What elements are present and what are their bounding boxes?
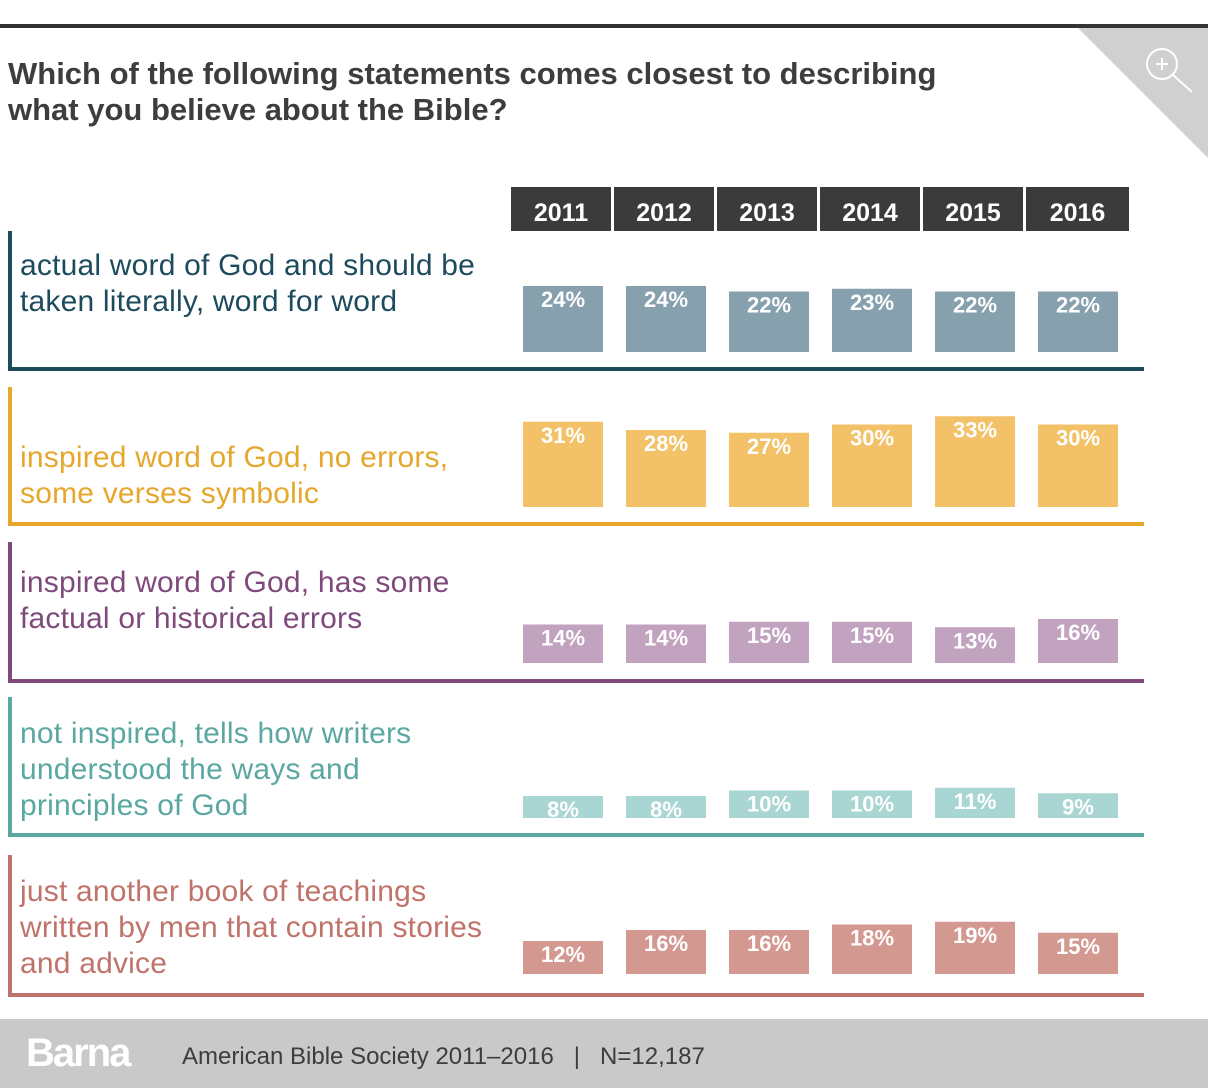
bar [729, 790, 809, 818]
top-rule [0, 24, 1208, 28]
bar-value-label: 24% [541, 287, 585, 312]
bar-value-label: 18% [850, 926, 894, 951]
bar-value-label: 8% [650, 797, 682, 822]
bar [1038, 932, 1118, 974]
bar [729, 291, 809, 352]
year-header-cell: 2015 [923, 187, 1023, 231]
bar [729, 432, 809, 507]
group-another-book: just another book of teachings written b… [8, 855, 1144, 997]
source-name: American Bible Society 2011–2016 [182, 1043, 554, 1070]
bar-value-label: 13% [953, 628, 997, 653]
group-bottom-rule [8, 679, 1144, 683]
bar-value-label: 19% [953, 923, 997, 948]
year-header-cell: 2012 [614, 187, 714, 231]
group-left-rule [8, 231, 12, 371]
bar-value-label: 10% [850, 792, 894, 817]
bar [832, 924, 912, 974]
group-left-rule [8, 855, 12, 997]
group-bottom-rule [8, 367, 1144, 371]
group-bottom-rule [8, 833, 1144, 837]
group-inspired-has-errors: inspired word of God, has some factual o… [8, 542, 1144, 683]
bar-value-label: 8% [547, 797, 579, 822]
year-header-cell: 2013 [717, 187, 817, 231]
bar [1038, 793, 1118, 818]
bar-value-label: 31% [541, 423, 585, 448]
source-text: American Bible Society 2011–2016 | N=12,18… [182, 1043, 705, 1071]
bar [935, 787, 1015, 818]
source-separator: | [573, 1043, 581, 1070]
year-header-cell: 2011 [511, 187, 611, 231]
bar [832, 288, 912, 352]
bar-value-label: 24% [644, 287, 688, 312]
bar-value-label: 22% [1056, 293, 1100, 318]
bar [523, 796, 603, 818]
footer: Barna American Bible Society 2011–2016 | N… [0, 1019, 1208, 1088]
bar [626, 286, 706, 352]
bar-value-label: 10% [747, 792, 791, 817]
group-label: not inspired, tells how writers understo… [20, 717, 412, 822]
bar [1038, 619, 1118, 663]
bar-value-label: 15% [850, 623, 894, 648]
group-bottom-rule [8, 522, 1144, 526]
bar-value-label: 9% [1062, 794, 1094, 819]
bar [935, 416, 1015, 507]
bar [523, 286, 603, 352]
bar [832, 424, 912, 507]
bar-value-label: 27% [747, 434, 791, 459]
bar-value-label: 30% [850, 426, 894, 451]
group-inspired-no-errors: inspired word of God, no errors, some ve… [8, 387, 1144, 526]
bar [523, 624, 603, 663]
chart-title: Which of the following statements comes … [8, 56, 937, 127]
bar [1038, 424, 1118, 507]
group-label: actual word of God and should be taken l… [20, 249, 476, 318]
group-label: inspired word of God, has some factual o… [20, 566, 450, 635]
bar [729, 621, 809, 663]
zoom-corner-triangle [1078, 28, 1208, 158]
zoom-in-icon[interactable] [1146, 48, 1193, 93]
year-header-cell: 2016 [1026, 187, 1129, 231]
bar [935, 921, 1015, 974]
bar [626, 930, 706, 974]
group-label: just another book of teachings written b… [20, 875, 483, 980]
zoom-corner[interactable] [1078, 28, 1208, 158]
bar-value-label: 22% [953, 293, 997, 318]
year-header: 2011 2012 2013 2014 2015 2016 [511, 187, 1129, 231]
year-header-cell: 2014 [820, 187, 920, 231]
group-left-rule [8, 387, 12, 526]
bar [626, 624, 706, 663]
group-left-rule [8, 542, 12, 683]
bar-value-label: 14% [541, 626, 585, 651]
bar [832, 790, 912, 818]
bar [935, 627, 1015, 663]
bar [832, 621, 912, 663]
bar [626, 796, 706, 818]
bar-value-label: 14% [644, 626, 688, 651]
group-bottom-rule [8, 993, 1144, 997]
bar [626, 430, 706, 507]
bar-value-label: 16% [747, 931, 791, 956]
bar-value-label: 11% [954, 789, 997, 814]
group-not-inspired: not inspired, tells how writers understo… [8, 697, 1144, 837]
bar-value-label: 23% [850, 290, 894, 315]
bar-value-label: 28% [644, 431, 688, 456]
bar-value-label: 33% [953, 417, 997, 442]
bar-value-label: 22% [747, 293, 791, 318]
bar [523, 421, 603, 507]
bar-value-label: 12% [541, 942, 585, 967]
bar [523, 941, 603, 974]
bar-value-label: 16% [1056, 620, 1100, 645]
bar-value-label: 15% [747, 623, 791, 648]
bar [1038, 291, 1118, 352]
group-literal: actual word of God and should be taken l… [8, 231, 1144, 371]
bar-value-label: 16% [644, 931, 688, 956]
bar-value-label: 30% [1056, 426, 1100, 451]
barna-logo: Barna [26, 1031, 131, 1075]
bar-value-label: 15% [1056, 934, 1100, 959]
bar [729, 930, 809, 974]
sample-size: N=12,187 [600, 1043, 705, 1070]
group-left-rule [8, 697, 12, 837]
group-label: inspired word of God, no errors, some ve… [20, 441, 449, 510]
bar [935, 291, 1015, 352]
